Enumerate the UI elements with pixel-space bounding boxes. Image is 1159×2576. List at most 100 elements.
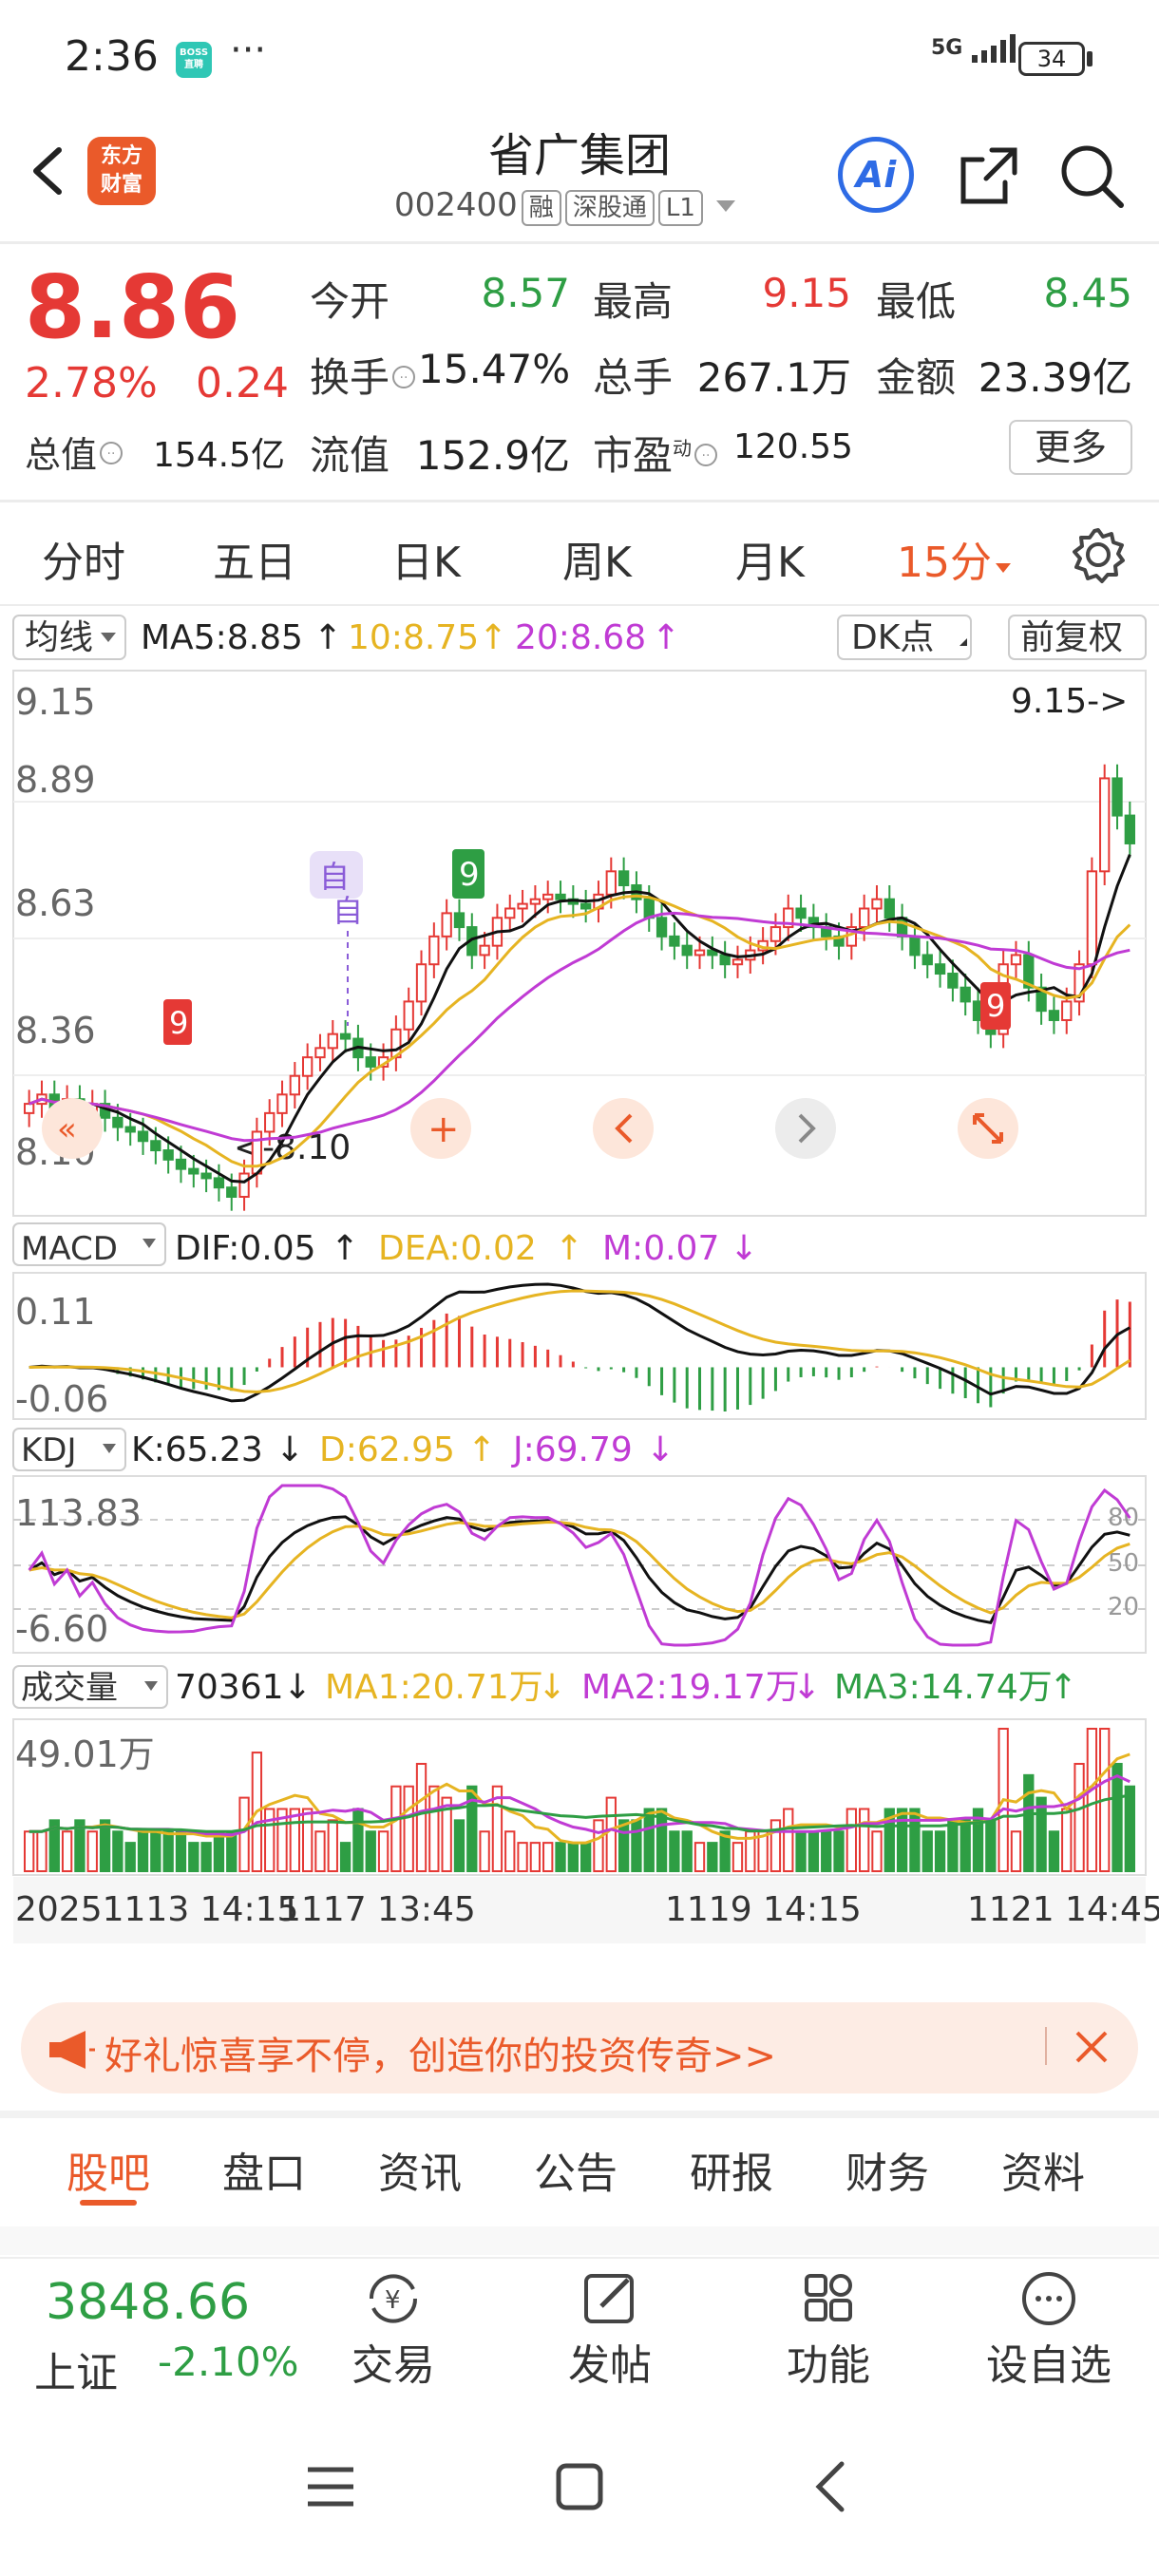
vol-ma2-line — [28, 1773, 1130, 1837]
volume-selector[interactable] — [12, 1665, 168, 1709]
amount-value: 23.39亿 — [978, 354, 1132, 401]
tab-forum[interactable]: 股吧 — [66, 2150, 150, 2198]
search-button[interactable] — [1054, 139, 1127, 211]
volume-bar — [643, 1808, 655, 1872]
volume-bar — [833, 1830, 845, 1872]
kdj-ref-label: 20 — [1108, 1593, 1139, 1621]
ma-caret-icon — [101, 633, 116, 642]
x-axis-band — [13, 1877, 1146, 1943]
kdj-selector[interactable] — [12, 1428, 126, 1471]
post-label: 发帖 — [568, 2341, 652, 2390]
info-icon: ·· — [392, 366, 416, 388]
y-tick: 8.36 — [15, 1010, 96, 1051]
kdj-selector-label: KDJ — [21, 1431, 77, 1469]
volume-bar — [99, 1819, 111, 1872]
tab-15min[interactable]: 15分 — [897, 528, 1015, 589]
promo-text[interactable]: 好礼惊喜享不停，创造你的投资传奇>> — [104, 2035, 777, 2078]
candle — [580, 902, 592, 910]
tab-weekly-k[interactable]: 周K — [562, 539, 632, 587]
tab-intraday[interactable]: 分时 — [42, 539, 125, 587]
candle — [517, 902, 528, 910]
candle — [529, 898, 542, 905]
tab-research[interactable]: 研报 — [690, 2150, 773, 2198]
volume-bar — [732, 1842, 744, 1872]
volume-bar — [1086, 1728, 1098, 1872]
mktcap-label[interactable]: 总值 ·· — [25, 426, 125, 478]
content-peek — [0, 2226, 1159, 2255]
kline-chart[interactable]: 均线 MA5:8.85 ↑ 10:8.75 ↑ 20:8.68 ↑ DK点 前复… — [0, 608, 1159, 1985]
double-left-icon: « — [57, 1110, 77, 1148]
dif-arrow-icon: ↑ — [331, 1229, 359, 1268]
candle — [365, 1056, 376, 1068]
change-amount: 0.24 — [196, 359, 289, 407]
app-logo[interactable]: 东方 财富 — [87, 137, 156, 205]
share-button[interactable] — [954, 139, 1026, 211]
promo-banner[interactable] — [21, 2002, 1138, 2093]
turnover-label[interactable]: 换手 ·· — [310, 346, 418, 404]
volume-bar — [339, 1842, 352, 1872]
ai-button[interactable]: Ai — [838, 137, 914, 213]
svg-text:··: ·· — [107, 446, 116, 462]
index-name[interactable]: 上证 — [34, 2349, 118, 2397]
volume-bar — [352, 1808, 364, 1872]
volume-bar — [415, 1762, 428, 1872]
functions-button[interactable]: 功能 — [752, 2268, 904, 2392]
candle — [732, 958, 744, 966]
vol-arrow-icon: ↓ — [283, 1668, 312, 1707]
index-change[interactable]: -2.10% — [158, 2339, 299, 2385]
volume-bar — [226, 1830, 238, 1872]
tab-news[interactable]: 资讯 — [378, 2150, 462, 2198]
index-value[interactable]: 3848.66 — [46, 2274, 251, 2331]
stock-code-line[interactable]: 002400 融深股通 L1 — [394, 186, 738, 226]
tab-financials[interactable]: 财务 — [846, 2150, 929, 2198]
post-button[interactable]: 发帖 — [534, 2268, 686, 2392]
pe-label[interactable]: 市盈动 ·· — [593, 424, 720, 482]
tab-orderbook[interactable]: 盘口 — [222, 2150, 306, 2198]
candle — [555, 893, 566, 900]
y-tick: 8.89 — [15, 759, 96, 801]
macd-y-tick: -0.06 — [15, 1378, 108, 1420]
candle — [479, 944, 490, 957]
pe-value: 120.55 — [733, 427, 853, 466]
volume-bar — [580, 1842, 592, 1872]
nav-back-icon[interactable] — [804, 2456, 861, 2517]
tab-daily-k[interactable]: 日K — [391, 539, 461, 587]
float-label: 流值 — [310, 432, 390, 479]
prev-button[interactable] — [593, 1098, 654, 1159]
tabs-divider — [0, 604, 1159, 606]
tab-announcements[interactable]: 公告 — [534, 2150, 618, 2198]
volume-bar — [846, 1808, 858, 1872]
volume-bar — [314, 1830, 326, 1872]
candle — [314, 1047, 326, 1059]
candle — [403, 1000, 414, 1031]
chart-settings-button[interactable] — [1068, 524, 1129, 585]
volume-label: 总手 — [593, 354, 674, 401]
zoom-in-button[interactable] — [410, 1098, 471, 1159]
count-badge — [980, 982, 1011, 1030]
back-button[interactable] — [25, 133, 72, 209]
kdj-ref-label: 50 — [1108, 1549, 1139, 1578]
volume-bar — [466, 1785, 478, 1872]
tab-profile[interactable]: 资料 — [1001, 2150, 1085, 2198]
volume-bar — [972, 1808, 984, 1872]
menu-icon[interactable] — [302, 2460, 359, 2513]
ma-selector[interactable] — [12, 615, 126, 660]
next-button[interactable] — [775, 1098, 836, 1159]
candle — [276, 1093, 288, 1114]
candle — [656, 917, 668, 938]
trade-button[interactable]: ¥ 交易 — [317, 2268, 469, 2392]
tab-five-day[interactable]: 五日 — [213, 539, 296, 587]
macd-selector[interactable] — [12, 1222, 166, 1266]
adjust-button[interactable] — [1008, 615, 1147, 660]
more-button[interactable]: 更多 — [1009, 420, 1132, 475]
dk-button[interactable] — [837, 615, 972, 660]
tab-monthly-k[interactable]: 月K — [735, 539, 805, 587]
volume-bar — [48, 1819, 60, 1872]
home-icon[interactable] — [551, 2460, 608, 2513]
signal-marker[interactable] — [310, 851, 363, 899]
dea-label: DEA:0.02 — [378, 1229, 537, 1268]
promo-close-button[interactable] — [1062, 2014, 1119, 2080]
svg-text:··: ·· — [702, 448, 711, 464]
first-page-button[interactable] — [42, 1098, 103, 1159]
add-watchlist-button[interactable]: 设自选 — [973, 2268, 1125, 2392]
